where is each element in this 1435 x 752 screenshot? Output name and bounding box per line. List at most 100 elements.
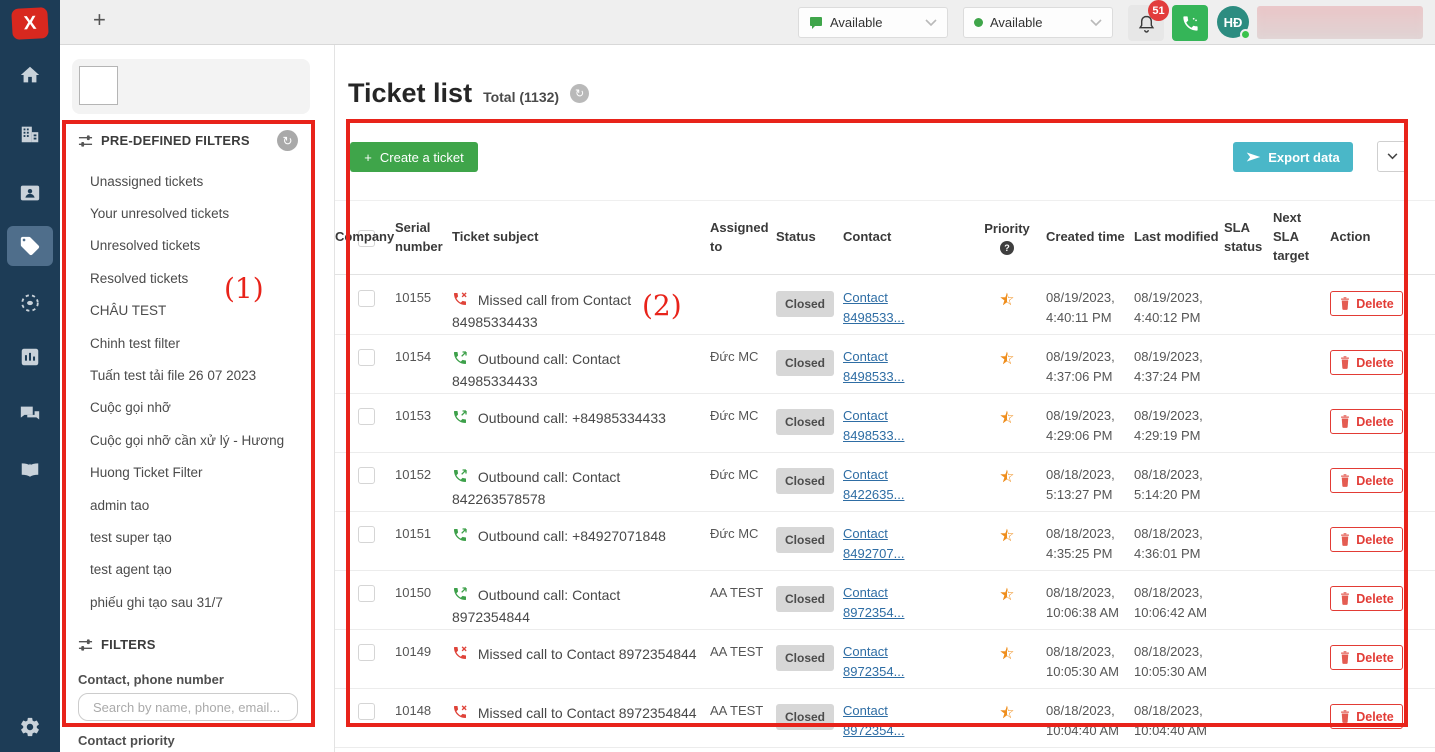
ticket-tag-icon	[20, 236, 40, 256]
predefined-filter-item[interactable]: Tuấn test tải file 26 07 2023	[90, 368, 257, 384]
predefined-filter-item[interactable]: test super tạo	[90, 529, 172, 545]
create-ticket-button[interactable]: + Create a ticket	[350, 142, 478, 172]
predefined-filter-item[interactable]: Huong Ticket Filter	[90, 465, 203, 481]
assigned-to: Đức MC	[710, 408, 759, 423]
delete-button[interactable]: Delete	[1330, 527, 1403, 552]
priority-star-icon[interactable]: ☆ ★	[999, 527, 1014, 544]
predefined-filter-item[interactable]: admin tao	[90, 497, 150, 513]
priority-star-icon[interactable]: ☆ ★	[999, 468, 1014, 485]
sidebar-item-tickets[interactable]	[7, 226, 53, 266]
predefined-filter-item[interactable]: Unresolved tickets	[90, 238, 201, 254]
missed-call-icon	[454, 292, 467, 305]
chat-status-select[interactable]: Available	[798, 7, 948, 38]
row-checkbox[interactable]	[358, 467, 375, 484]
row-checkbox[interactable]	[358, 290, 375, 307]
sidebar-item-contacts[interactable]	[0, 171, 60, 215]
company-icon	[21, 126, 39, 143]
priority-star-icon[interactable]: ☆ ★	[999, 586, 1014, 603]
notifications-button[interactable]: 51	[1128, 0, 1169, 41]
created-time: 08/18/2023, 5:13:27 PM	[1046, 467, 1115, 502]
ticket-subject[interactable]: Missed call to Contact 8972354844	[452, 643, 697, 665]
sidebar-item-knowledge-base[interactable]	[0, 448, 60, 492]
predefined-filter-item[interactable]: Cuộc gọi nhỡ	[90, 400, 171, 416]
sidebar-item-company[interactable]	[0, 112, 60, 156]
status-badge: Closed	[776, 645, 835, 671]
predefined-filter-item[interactable]: Cuộc gọi nhỡ cần xử lý - Hương	[90, 432, 285, 448]
ticket-subject[interactable]: Outbound call: Contact 842263578578	[452, 466, 697, 510]
predefined-filter-item[interactable]: Resolved tickets	[90, 270, 189, 286]
row-checkbox[interactable]	[358, 703, 375, 720]
sidebar-item-campaign[interactable]	[0, 281, 60, 325]
predefined-filter-item[interactable]: phiếu ghi tạo sau 31/7	[90, 594, 223, 610]
predefined-filter-list: Unassigned tickets Your unresolved ticke…	[60, 165, 334, 618]
sidebar-item-settings[interactable]	[0, 705, 60, 749]
last-modified: 08/18/2023, 4:36:01 PM	[1134, 526, 1203, 561]
priority-star-icon[interactable]: ☆ ★	[999, 291, 1014, 308]
call-status-select[interactable]: Available	[963, 7, 1113, 38]
priority-star-icon[interactable]: ☆ ★	[999, 409, 1014, 426]
star-fill-glyph: ★	[999, 468, 1007, 485]
serial-number: 10150	[395, 585, 432, 600]
chat-icon	[20, 406, 40, 420]
ticket-subject[interactable]: Missed call to Contact 8972354844	[452, 702, 697, 724]
help-icon[interactable]: ?	[1000, 241, 1014, 256]
avatar[interactable]: HĐ	[1217, 6, 1251, 40]
export-options-button[interactable]	[1377, 141, 1408, 172]
predefined-filter-item[interactable]: CHÂU TEST	[90, 303, 167, 319]
call-button[interactable]	[1172, 5, 1208, 41]
ticket-subject[interactable]: Outbound call: +84927071848	[452, 525, 697, 547]
sidebar-item-home[interactable]	[0, 53, 60, 97]
row-checkbox[interactable]	[358, 349, 375, 366]
contact-phone-label: Contact, phone number	[78, 672, 224, 687]
export-data-button[interactable]: Export data	[1233, 142, 1353, 172]
delete-button[interactable]: Delete	[1330, 704, 1403, 729]
ticket-subject[interactable]: Outbound call: Contact 84985334433	[452, 348, 697, 392]
table-row: 10150 Outbound call: Contact 8972354844 …	[335, 571, 1435, 630]
ticket-subject[interactable]: Outbound call: +84985334433	[452, 407, 697, 429]
serial-number: 10149	[395, 644, 432, 659]
star-outline-glyph: ☆	[999, 290, 1015, 309]
contact-link[interactable]: Contact 8972354...	[843, 644, 905, 679]
ticket-subject[interactable]: Missed call from Contact 84985334433	[452, 289, 697, 333]
contact-link[interactable]: Contact 8972354...	[843, 585, 905, 620]
predefined-filter-item[interactable]: Chinh test filter	[90, 335, 181, 351]
contact-link[interactable]: Contact 8422635...	[843, 467, 905, 502]
predefined-filter-item[interactable]: Unassigned tickets	[90, 173, 204, 189]
priority-star-icon[interactable]: ☆ ★	[999, 704, 1014, 721]
created-time: 08/18/2023, 10:04:40 AM	[1046, 703, 1119, 738]
delete-button[interactable]: Delete	[1330, 586, 1403, 611]
sidebar-item-reports[interactable]	[0, 335, 60, 379]
delete-button[interactable]: Delete	[1330, 409, 1403, 434]
delete-button[interactable]: Delete	[1330, 645, 1403, 670]
row-checkbox[interactable]	[358, 408, 375, 425]
row-checkbox[interactable]	[358, 644, 375, 661]
contact-link[interactable]: Contact 8498533...	[843, 290, 905, 325]
contact-link[interactable]: Contact 8972354...	[843, 703, 905, 738]
delete-button[interactable]: Delete	[1330, 350, 1403, 375]
contact-link[interactable]: Contact 8498533...	[843, 408, 905, 443]
new-tab-button[interactable]: +	[93, 7, 106, 32]
select-all-checkbox[interactable]	[358, 230, 375, 247]
table-row: 10153 Outbound call: +84985334433 Đức MC…	[335, 394, 1435, 453]
row-checkbox[interactable]	[358, 585, 375, 602]
delete-button[interactable]: Delete	[1330, 291, 1403, 316]
ticket-subject[interactable]: Outbound call: Contact 8972354844	[452, 584, 697, 628]
row-checkbox[interactable]	[358, 526, 375, 543]
priority-star-icon[interactable]: ☆ ★	[999, 350, 1014, 367]
predefined-filter-item[interactable]: test agent tạo	[90, 562, 172, 578]
call-status-dot-icon	[974, 18, 983, 27]
outbound-call-icon	[454, 351, 467, 364]
refresh-list-button[interactable]: ↻	[570, 84, 590, 103]
predefined-filter-item[interactable]: Your unresolved tickets	[90, 206, 230, 222]
star-outline-glyph: ☆	[999, 526, 1015, 545]
sidebar-item-chat[interactable]	[0, 392, 60, 436]
contact-link[interactable]: Contact 8492707...	[843, 526, 905, 561]
priority-star-icon[interactable]: ☆ ★	[999, 645, 1014, 662]
contact-search-input[interactable]	[78, 693, 298, 721]
app-logo[interactable]: X	[11, 7, 49, 40]
refresh-filters-button[interactable]: ↻	[277, 130, 298, 151]
contact-link[interactable]: Contact 8498533...	[843, 349, 905, 384]
assigned-to: Đức MC	[710, 467, 759, 482]
delete-button[interactable]: Delete	[1330, 468, 1403, 493]
contact-priority-label: Contact priority	[78, 733, 175, 748]
